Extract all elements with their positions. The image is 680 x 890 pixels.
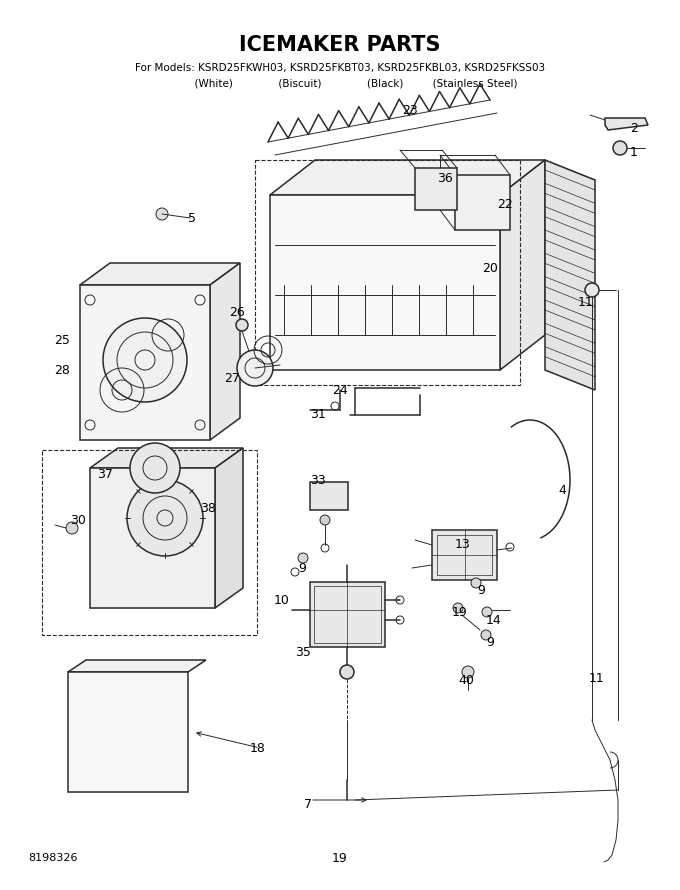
Circle shape bbox=[237, 350, 273, 386]
Text: 5: 5 bbox=[188, 212, 196, 224]
Text: 11: 11 bbox=[589, 671, 605, 684]
Circle shape bbox=[462, 666, 474, 678]
Polygon shape bbox=[545, 160, 595, 390]
Text: 30: 30 bbox=[70, 514, 86, 527]
Text: 13: 13 bbox=[455, 538, 471, 552]
Bar bbox=[80, 285, 210, 440]
Bar bbox=[437, 535, 492, 575]
Text: 18: 18 bbox=[250, 741, 266, 755]
Polygon shape bbox=[210, 263, 240, 440]
Bar bbox=[432, 530, 497, 580]
Bar bbox=[310, 482, 348, 510]
Text: For Models: KSRD25FKWH03, KSRD25FKBT03, KSRD25FKBL03, KSRD25FKSS03: For Models: KSRD25FKWH03, KSRD25FKBT03, … bbox=[135, 63, 545, 73]
Polygon shape bbox=[605, 118, 648, 130]
Text: 24: 24 bbox=[332, 384, 348, 397]
Text: 8198326: 8198326 bbox=[28, 853, 78, 863]
Circle shape bbox=[127, 480, 203, 556]
Text: 19: 19 bbox=[332, 852, 348, 864]
Text: 33: 33 bbox=[310, 473, 326, 487]
Text: 35: 35 bbox=[295, 645, 311, 659]
Text: 23: 23 bbox=[402, 103, 418, 117]
Polygon shape bbox=[270, 160, 545, 195]
Polygon shape bbox=[80, 263, 240, 285]
Bar bbox=[455, 175, 510, 230]
Circle shape bbox=[481, 630, 491, 640]
Circle shape bbox=[585, 283, 599, 297]
Circle shape bbox=[130, 443, 180, 493]
Text: ICEMAKER PARTS: ICEMAKER PARTS bbox=[239, 35, 441, 55]
Circle shape bbox=[66, 522, 78, 534]
Polygon shape bbox=[90, 448, 243, 468]
Bar bbox=[270, 195, 500, 370]
Text: 9: 9 bbox=[477, 584, 485, 596]
Text: 7: 7 bbox=[304, 797, 312, 811]
Circle shape bbox=[482, 607, 492, 617]
Text: 10: 10 bbox=[274, 594, 290, 606]
Text: 9: 9 bbox=[486, 635, 494, 649]
Bar bbox=[68, 672, 188, 792]
Circle shape bbox=[236, 319, 248, 331]
Text: 31: 31 bbox=[310, 409, 326, 422]
Polygon shape bbox=[215, 448, 243, 608]
Text: 1: 1 bbox=[630, 147, 638, 159]
Circle shape bbox=[453, 603, 463, 613]
Text: 40: 40 bbox=[458, 674, 474, 686]
Text: (White)              (Biscuit)              (Black)         (Stainless Steel): (White) (Biscuit) (Black) (Stainless Ste… bbox=[163, 79, 517, 89]
Circle shape bbox=[471, 578, 481, 588]
Text: 22: 22 bbox=[497, 198, 513, 212]
Text: 19: 19 bbox=[452, 605, 468, 619]
Bar bbox=[310, 582, 385, 647]
Text: 14: 14 bbox=[486, 613, 502, 627]
Circle shape bbox=[340, 665, 354, 679]
Polygon shape bbox=[500, 160, 545, 370]
Bar bbox=[255, 160, 520, 385]
Bar bbox=[415, 168, 457, 210]
Circle shape bbox=[103, 318, 187, 402]
Text: 4: 4 bbox=[558, 483, 566, 497]
Bar bbox=[42, 450, 257, 635]
Text: 11: 11 bbox=[578, 295, 594, 309]
Bar bbox=[314, 586, 381, 643]
Text: 27: 27 bbox=[224, 371, 240, 384]
Circle shape bbox=[156, 208, 168, 220]
Polygon shape bbox=[68, 660, 206, 672]
Text: 2: 2 bbox=[630, 122, 638, 134]
Text: 9: 9 bbox=[298, 562, 306, 576]
Text: 28: 28 bbox=[54, 363, 70, 376]
Text: 26: 26 bbox=[229, 305, 245, 319]
Text: 38: 38 bbox=[200, 501, 216, 514]
Circle shape bbox=[298, 553, 308, 563]
Text: 37: 37 bbox=[97, 468, 113, 481]
Bar bbox=[90, 468, 215, 608]
Circle shape bbox=[613, 141, 627, 155]
Text: 36: 36 bbox=[437, 172, 453, 184]
Circle shape bbox=[320, 515, 330, 525]
Text: 25: 25 bbox=[54, 334, 70, 346]
Text: 20: 20 bbox=[482, 262, 498, 274]
